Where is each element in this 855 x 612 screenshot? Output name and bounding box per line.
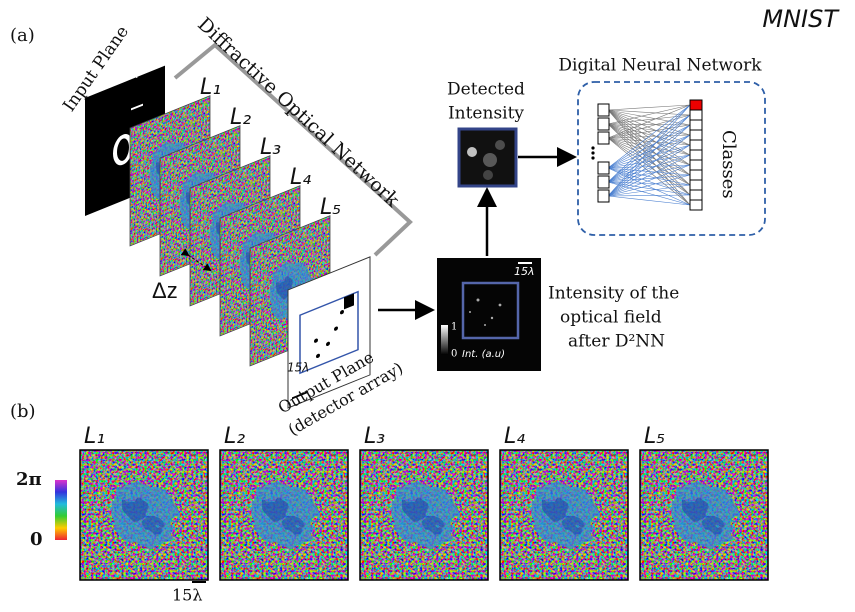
panel-label: (b) (10, 401, 36, 422)
ellipsis-dot (591, 156, 594, 159)
phase-mask (220, 450, 348, 580)
input-neuron (598, 162, 609, 174)
scale-label: 15λ (514, 265, 535, 278)
caption: after D²NN (568, 332, 665, 352)
caption: Intensity of the (548, 284, 679, 304)
connection (608, 195, 690, 196)
layer-label: L₅ (644, 424, 665, 449)
scale-label: 15λ (118, 68, 139, 81)
panel-label: (a) (10, 25, 35, 46)
input-neuron (598, 118, 609, 130)
ellipsis-dot (591, 146, 594, 149)
scale-label: 15λ (172, 586, 203, 605)
delta-z: Δz (152, 278, 178, 303)
class-neuron (690, 130, 702, 140)
connection (608, 168, 690, 175)
dataset-label: MNIST (762, 5, 840, 33)
class-neuron (690, 190, 702, 200)
input-neuron (598, 190, 609, 202)
phase-mask (80, 450, 208, 580)
layer-label: L₃ (260, 135, 281, 160)
colorbar-min: 0 (30, 529, 43, 550)
layer-label: L₄ (504, 424, 525, 449)
phase-mask (500, 450, 628, 580)
figure: (a) MNIST Diffractive Optical Network 15… (0, 0, 855, 612)
scale-label: 15λ (287, 361, 309, 375)
colorbar-max: 1 (451, 322, 457, 333)
class-neuron (690, 160, 702, 170)
class-neuron (690, 110, 702, 120)
class-neuron (690, 170, 702, 180)
input-neuron (598, 176, 609, 188)
connection (608, 196, 690, 205)
connection (608, 105, 690, 110)
class-neuron (690, 140, 702, 150)
connection (608, 135, 690, 168)
layer-label: L₃ (364, 424, 385, 449)
colorbar-min: 0 (451, 349, 457, 360)
caption: optical field (560, 308, 662, 328)
detected-label: Detected (447, 80, 525, 100)
class-neuron (690, 180, 702, 190)
layer-label: L₁ (84, 424, 105, 449)
phase-mask (640, 450, 768, 580)
layer-label: L₂ (224, 424, 245, 449)
class-neuron (690, 200, 702, 210)
connection (608, 165, 690, 196)
class-neuron (690, 150, 702, 160)
connection (608, 175, 690, 182)
class-neuron (690, 100, 702, 110)
classes-label: Classes (718, 130, 739, 199)
input-neuron (598, 104, 609, 116)
class-neuron (690, 120, 702, 130)
ellipsis-dot (591, 151, 594, 154)
layer-label: L₅ (320, 195, 341, 220)
colorbar-max: 2π (16, 469, 42, 490)
detected-label: Intensity (448, 104, 524, 124)
layer-label: L₁ (200, 75, 221, 100)
dnn-title: Digital Neural Network (558, 56, 762, 76)
input-neuron (598, 132, 609, 144)
layer-label: L₂ (230, 105, 251, 130)
colorbar-label: Int. (a.u) (462, 349, 505, 360)
phase-mask (360, 450, 488, 580)
detected-image (459, 129, 516, 186)
phase-colorbar (55, 480, 67, 540)
layer-label: L₄ (290, 165, 311, 190)
